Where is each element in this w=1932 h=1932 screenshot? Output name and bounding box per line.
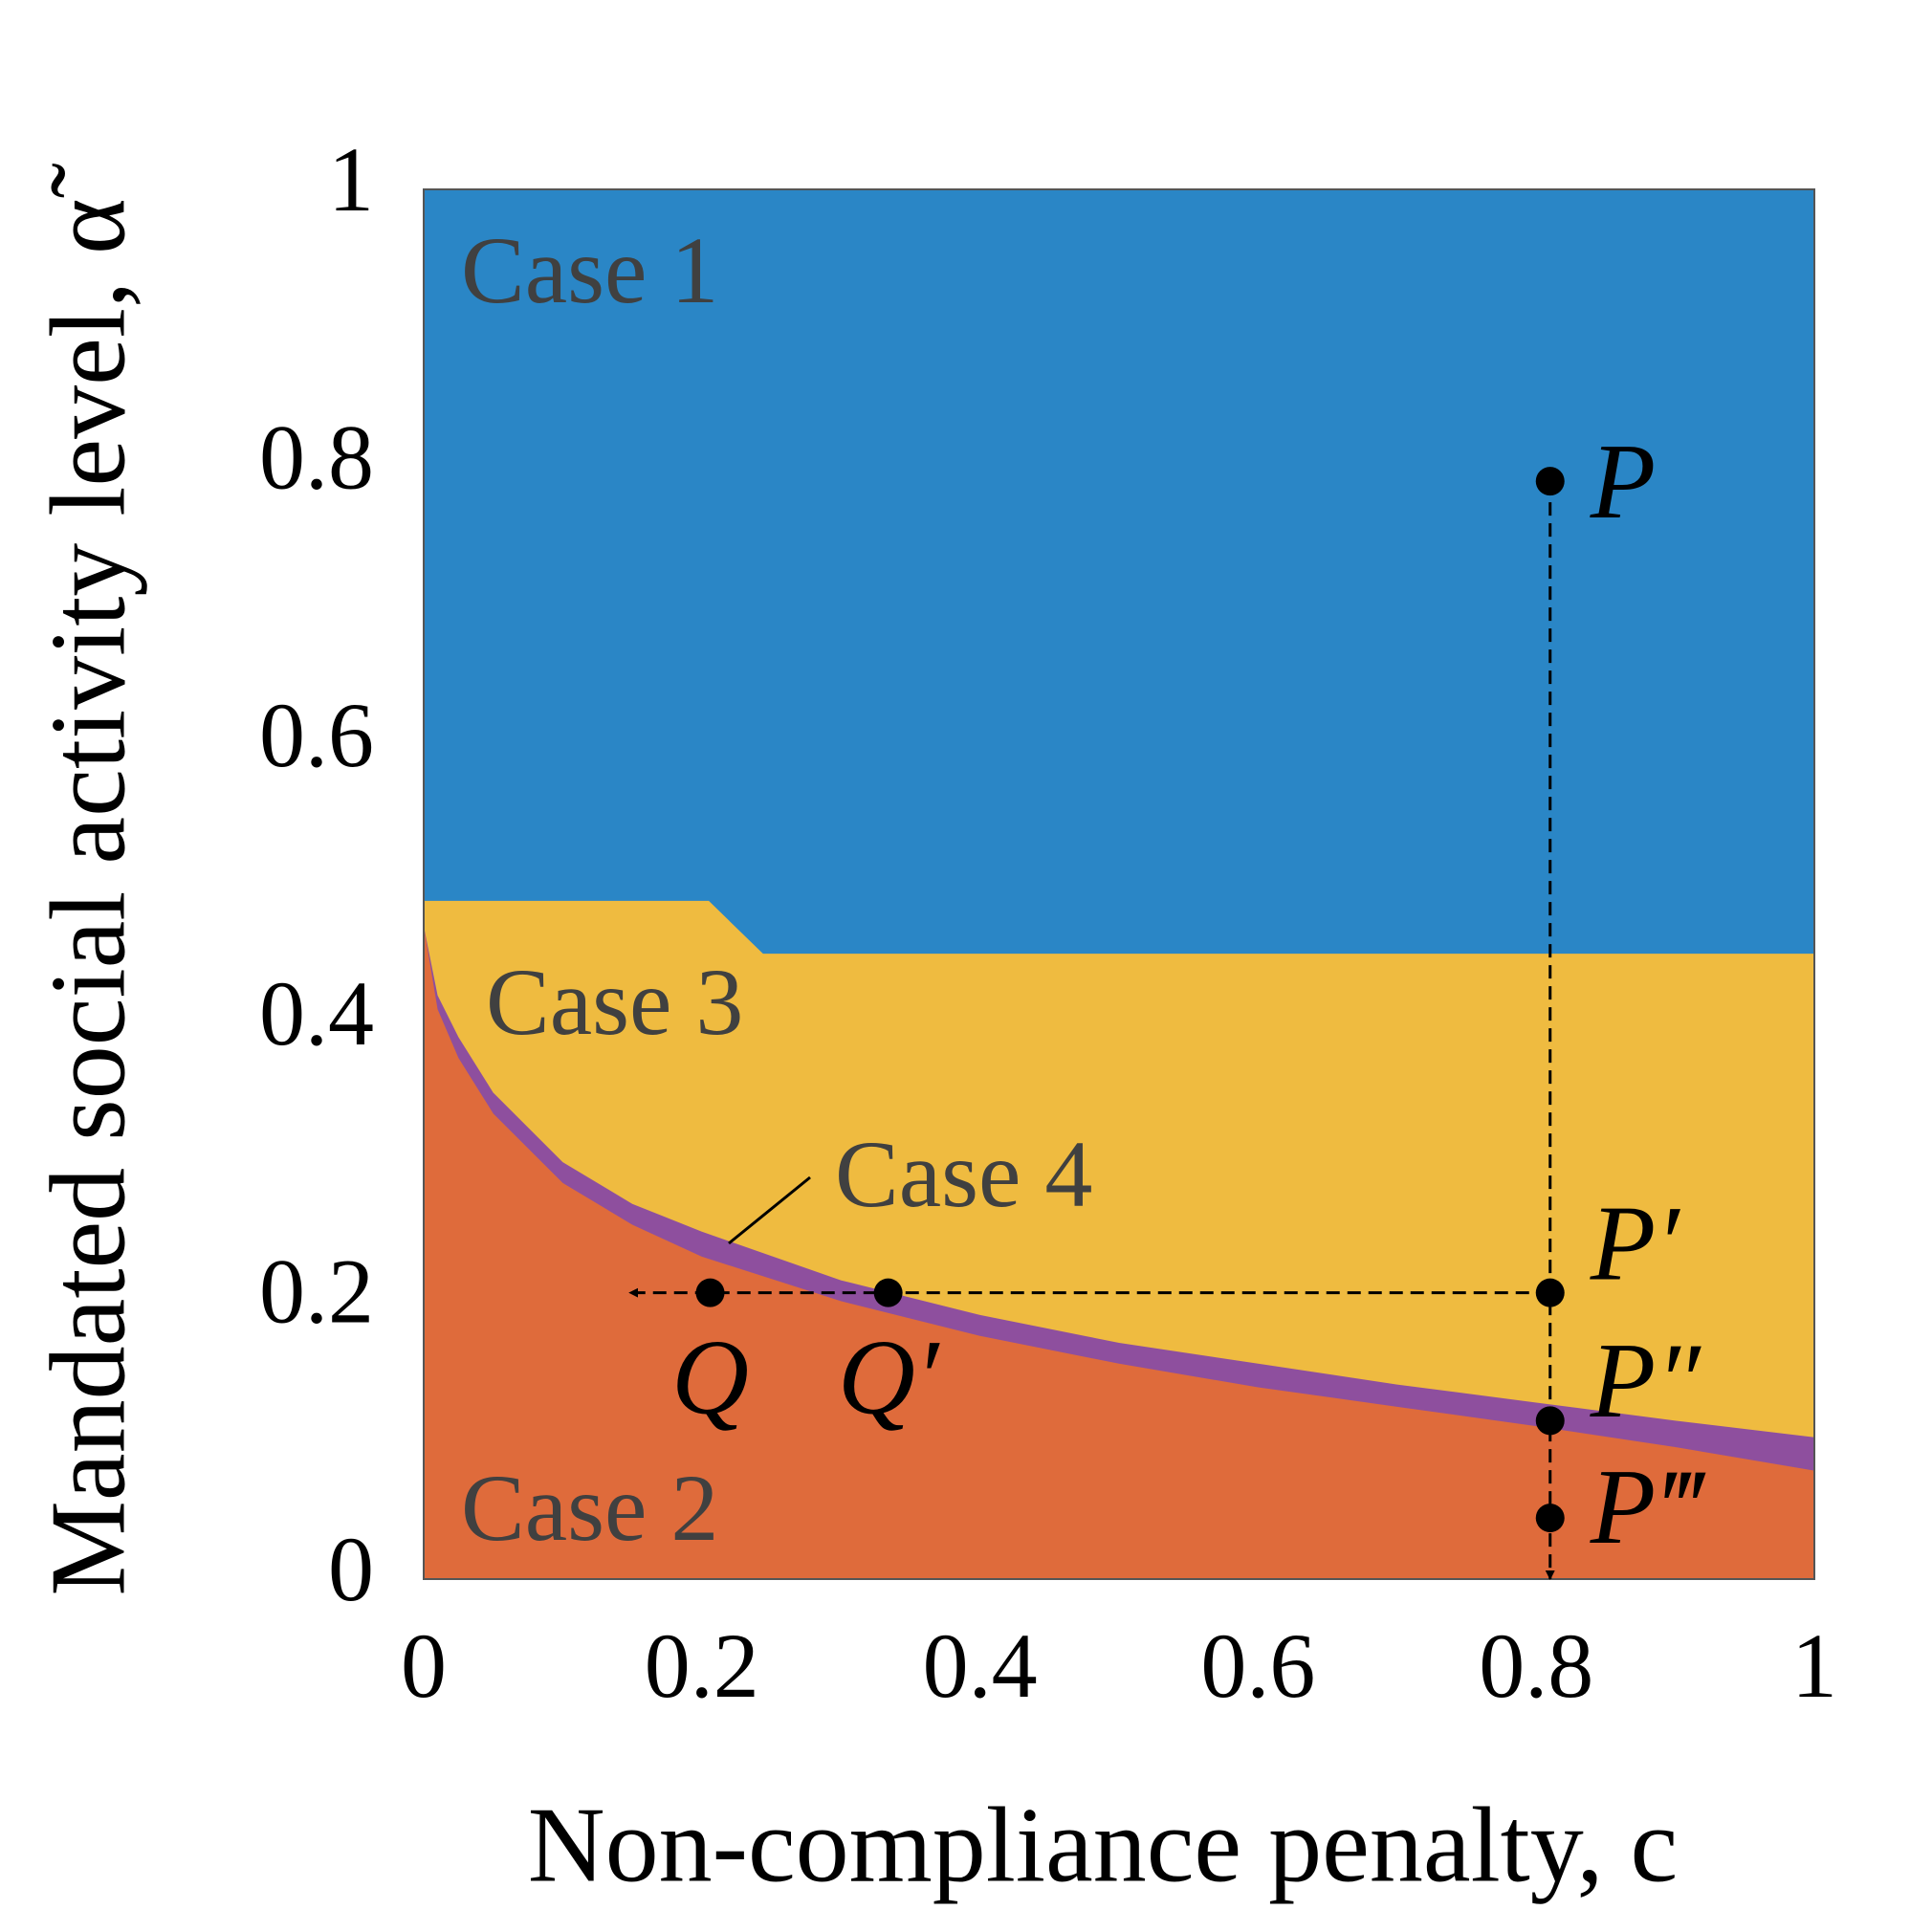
point: [1535, 1504, 1565, 1533]
x-tick-label: 0: [401, 1614, 447, 1717]
point-label: Q: [671, 1318, 749, 1437]
y-tick-label: 0.6: [259, 684, 374, 786]
region-label: Case 1: [461, 217, 718, 323]
plot-area: [424, 189, 1814, 1579]
plot-frame: [423, 188, 1815, 1580]
x-tick-label: 0.8: [1479, 1614, 1593, 1717]
point-label: P‴: [1590, 1448, 1706, 1567]
region-label: Case 4: [835, 1121, 1092, 1227]
x-tick-label: 0.6: [1200, 1614, 1315, 1717]
point: [873, 1278, 903, 1307]
region-label: Case 2: [461, 1455, 718, 1561]
x-tick-label: 0.4: [923, 1614, 1038, 1717]
point-label: P″: [1590, 1322, 1701, 1440]
point: [1535, 1278, 1565, 1307]
x-tick-label: 0.2: [645, 1614, 759, 1717]
point: [695, 1278, 725, 1307]
y-axis-label: Mandated social activity level, α̃: [30, 163, 148, 1595]
point-label: P′: [1590, 1184, 1680, 1303]
leader-line: [728, 1175, 811, 1245]
region: [424, 926, 1814, 1579]
y-tick-label: 0.2: [259, 1240, 374, 1342]
point: [1535, 1406, 1565, 1436]
point-label: P: [1590, 423, 1656, 541]
y-tick-label: 0: [328, 1518, 374, 1620]
point: [1535, 467, 1565, 496]
x-tick-label: 1: [1791, 1614, 1837, 1717]
region-label: Case 3: [486, 949, 743, 1055]
point-label: Q′: [838, 1318, 940, 1437]
x-axis-label: Non-compliance penalty, c: [528, 1787, 1678, 1905]
y-tick-label: 1: [328, 128, 374, 231]
y-tick-label: 0.8: [259, 406, 374, 509]
y-tick-label: 0.4: [259, 962, 374, 1065]
